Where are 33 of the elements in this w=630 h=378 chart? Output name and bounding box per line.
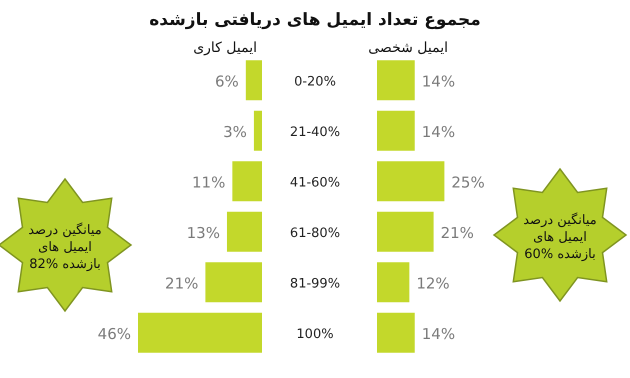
data-label: 12% — [416, 274, 450, 292]
y-tick-label: 100% — [296, 326, 334, 342]
bar — [377, 60, 415, 100]
data-label: 21% — [165, 274, 198, 292]
y-tick-label: 0-20% — [294, 74, 336, 90]
data-label: 14% — [422, 122, 456, 141]
data-label: 13% — [186, 224, 220, 242]
bar — [232, 161, 262, 202]
y-tick-label: 81-99% — [290, 276, 340, 292]
bar — [226, 212, 262, 252]
bar — [254, 110, 262, 151]
data-label: 14% — [422, 324, 456, 343]
chart-subtitle: ایمیل شخصی — [368, 40, 448, 56]
bar — [377, 161, 444, 202]
bar — [377, 312, 415, 353]
data-label: 14% — [422, 72, 456, 90]
bar — [246, 60, 262, 100]
data-label: 3% — [223, 122, 247, 141]
text: مجموع تعداد ایمیل های دریافتی بازشده — [149, 10, 481, 30]
data-label: 21% — [440, 224, 474, 242]
bar — [205, 262, 262, 302]
y-tick-label: 61-80% — [290, 226, 340, 241]
y-tick-label: 21-40% — [290, 124, 340, 140]
bar — [138, 312, 262, 353]
data-label: 6% — [215, 72, 239, 90]
bar — [377, 262, 410, 302]
data-label: 11% — [192, 173, 226, 192]
chart-subtitle: ایمیل کاری — [193, 40, 257, 56]
bar — [377, 212, 434, 252]
data-label: 25% — [451, 173, 485, 192]
data-label: 46% — [98, 324, 131, 343]
y-tick-label: 41-60% — [290, 175, 340, 190]
bar — [377, 110, 415, 151]
